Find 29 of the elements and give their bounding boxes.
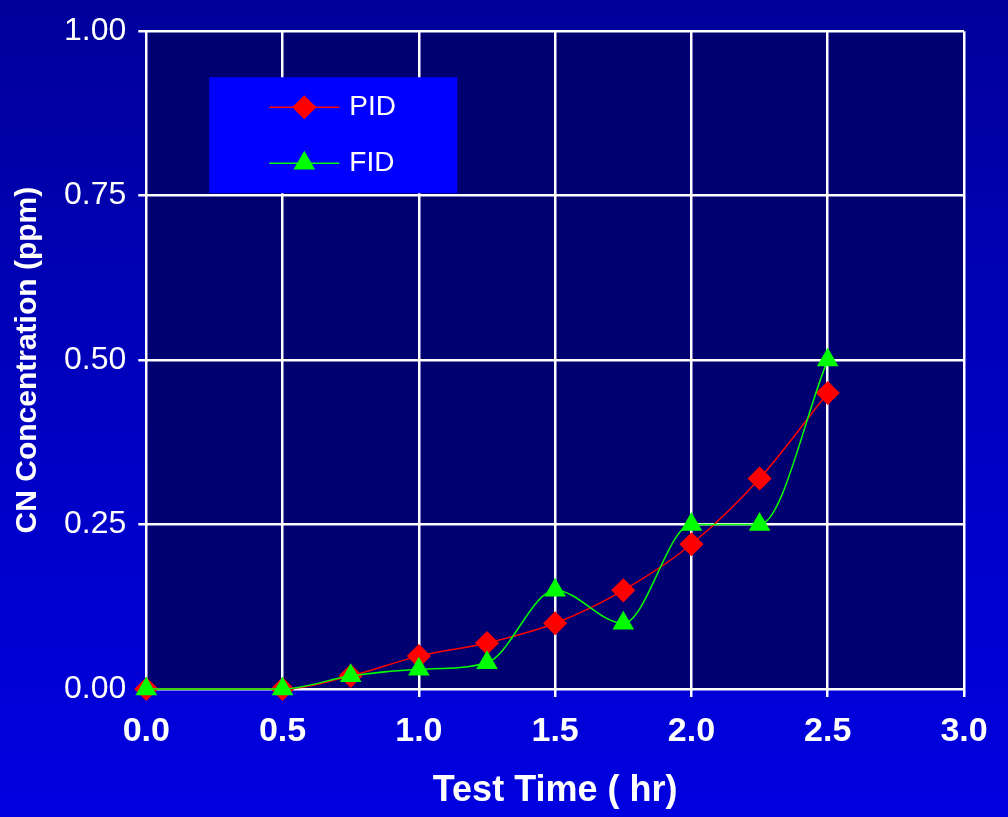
y-tick-label: 0.25: [64, 504, 127, 541]
legend-label: FID: [349, 145, 395, 177]
x-tick-label: 1.0: [395, 709, 443, 748]
point: [475, 631, 499, 655]
point: [272, 677, 293, 696]
point: [340, 664, 361, 683]
point: [679, 532, 704, 557]
point: [611, 578, 636, 603]
point: [408, 657, 430, 676]
point: [543, 611, 567, 635]
point: [476, 650, 498, 669]
y-tick-label: 0.00: [64, 668, 127, 705]
y-tick-label: 1.00: [64, 11, 127, 48]
point: [136, 677, 157, 696]
legend-label: PID: [349, 89, 396, 121]
x-axis-title: Test Time ( hr): [432, 768, 678, 810]
x-tick-label: 1.5: [531, 709, 579, 748]
point: [747, 466, 772, 491]
point: [544, 578, 566, 597]
point: [613, 611, 634, 630]
x-tick-label: 0.5: [258, 709, 307, 748]
x-tick-label: 0.0: [122, 709, 170, 748]
x-tick-label: 3.0: [940, 709, 988, 748]
x-tick-label: 2.5: [804, 709, 852, 748]
x-tick-label: 2.0: [667, 709, 716, 748]
y-tick-label: 0.75: [64, 175, 127, 212]
y-axis-title: CN Concentration (ppm): [9, 186, 43, 534]
point: [815, 381, 840, 405]
y-tick-label: 0.50: [64, 339, 127, 376]
